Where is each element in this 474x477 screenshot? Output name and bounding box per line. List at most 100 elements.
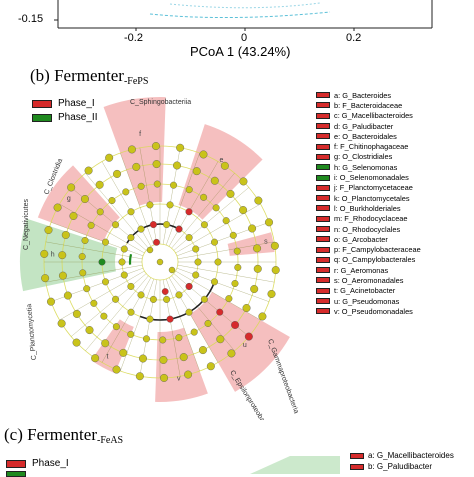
- cladogram-sector-letters: f e g h u v t s: [51, 131, 268, 382]
- cladogram-node: [210, 176, 219, 185]
- cladogram-node: [214, 258, 222, 266]
- cladogram-node: [265, 218, 274, 227]
- taxa-legend-item: p: F_Campylobacteraceae: [316, 244, 474, 254]
- cladogram-node: [211, 278, 219, 286]
- cladogram-node: [175, 225, 183, 233]
- cladogram-node: [239, 177, 248, 186]
- cladogram-node: [118, 258, 126, 266]
- panel-c-taxa-item: a: G_Macellibacteroides: [350, 450, 454, 461]
- sector-letter: t: [107, 354, 109, 361]
- pcoa-x-axis-label: PCoA 1 (43.24%): [190, 44, 291, 59]
- cladogram-node: [159, 336, 167, 344]
- cladogram-node: [101, 238, 109, 246]
- taxa-legend-item: h: G_Selenomonas: [316, 162, 474, 172]
- cladogram-node: [161, 288, 169, 295]
- taxa-swatch: [316, 205, 330, 212]
- cladogram-node: [90, 299, 98, 307]
- taxa-legend-item: i: O_Selenomonadales: [316, 172, 474, 182]
- cladogram-node: [95, 180, 104, 189]
- cladogram-nodes: [40, 142, 280, 382]
- taxa-swatch: [350, 463, 364, 470]
- taxa-swatch: [316, 133, 330, 140]
- cladogram-node: [101, 278, 109, 286]
- highlight-sector: [155, 327, 208, 402]
- cladogram-node: [192, 271, 200, 279]
- cladogram-node: [69, 211, 78, 220]
- cladogram-node: [146, 201, 154, 209]
- cladogram-node: [132, 162, 141, 171]
- taxa-swatch: [316, 256, 330, 263]
- panel-c-legend-swatch-cropped: [6, 471, 26, 477]
- cladogram-node: [101, 339, 110, 348]
- cladogram-node: [234, 263, 242, 271]
- taxa-swatch: [316, 267, 330, 274]
- cladogram-node: [81, 237, 89, 245]
- cladogram-node: [135, 372, 144, 381]
- cladogram-node: [108, 197, 116, 205]
- cladogram-node: [112, 295, 120, 303]
- taxa-swatch: [316, 215, 330, 222]
- taxa-legend-item: n: O_Rhodocyclales: [316, 224, 474, 234]
- legend-swatch: [32, 99, 52, 108]
- cladogram-node: [156, 258, 164, 266]
- branch: [45, 241, 143, 260]
- cladogram-node: [105, 153, 114, 162]
- taxa-swatch: [316, 287, 330, 294]
- cladogram-node: [211, 238, 219, 246]
- cladogram-node: [242, 304, 251, 313]
- cladogram-node: [138, 354, 147, 363]
- branch: [70, 273, 147, 337]
- highlight-sector: [91, 319, 134, 374]
- class-label: C_Sphingobacteriia: [130, 99, 191, 106]
- cladogram-node: [153, 238, 160, 246]
- highlight-sector: [178, 124, 263, 220]
- taxa-swatch: [316, 153, 330, 160]
- branch: [139, 147, 158, 245]
- cladogram-node: [160, 373, 169, 382]
- cladogram-node: [78, 253, 86, 261]
- cladogram-node: [204, 319, 212, 327]
- cladogram-node: [185, 308, 193, 316]
- cladogram-node: [100, 312, 108, 320]
- cladogram-node: [253, 264, 262, 273]
- cladogram-node: [200, 295, 208, 303]
- taxa-swatch: [316, 298, 330, 305]
- taxa-legend-item: l: O_Burkholderiales: [316, 203, 474, 213]
- cladogram-node: [146, 246, 154, 254]
- branch: [165, 278, 200, 372]
- panel-c-sector-fragment: [250, 456, 340, 474]
- branch: [120, 152, 155, 246]
- cladogram-node: [112, 323, 120, 331]
- cladogram-node: [120, 245, 128, 253]
- cladogram-node: [184, 370, 193, 379]
- cladogram-node: [120, 271, 128, 279]
- pcoa-x-tick-label: -0.2: [124, 32, 143, 44]
- legend-swatch: [32, 113, 52, 122]
- cladogram-node: [175, 334, 183, 342]
- cladogram-node: [119, 348, 128, 357]
- cladogram-node: [258, 312, 267, 321]
- panel-c-taxa-legend: a: G_Macellibacteroides b: G_Paludibacte…: [350, 450, 454, 472]
- sector-letter: f: [139, 131, 141, 138]
- cladogram-node: [176, 143, 185, 152]
- taxa-swatch: [316, 226, 330, 232]
- taxa-legend-item: f: F_Chitinophagaceae: [316, 141, 474, 151]
- pcoa-ellipse-fragment: [169, 2, 321, 9]
- cladogram-node: [163, 295, 171, 303]
- cladogram-node: [53, 203, 62, 212]
- branch-arc-green: [128, 253, 133, 265]
- taxa-legend-item: d: G_Paludibacter: [316, 121, 474, 131]
- taxa-swatch: [316, 112, 330, 119]
- cladogram-node: [151, 142, 160, 151]
- taxa-swatch: [316, 92, 330, 99]
- panel-c-title: (c) Fermenter-FeAS: [4, 425, 124, 446]
- cladogram-node: [239, 206, 248, 215]
- cladogram-node: [127, 234, 135, 242]
- cladogram-node: [72, 309, 81, 318]
- cladogram-node: [200, 221, 208, 229]
- cladogram-node: [250, 285, 259, 294]
- cladogram-node: [83, 285, 91, 293]
- cladogram-node: [127, 145, 136, 154]
- cladogram-node: [198, 346, 207, 355]
- panel-c-cladogram-fragment: [250, 456, 340, 474]
